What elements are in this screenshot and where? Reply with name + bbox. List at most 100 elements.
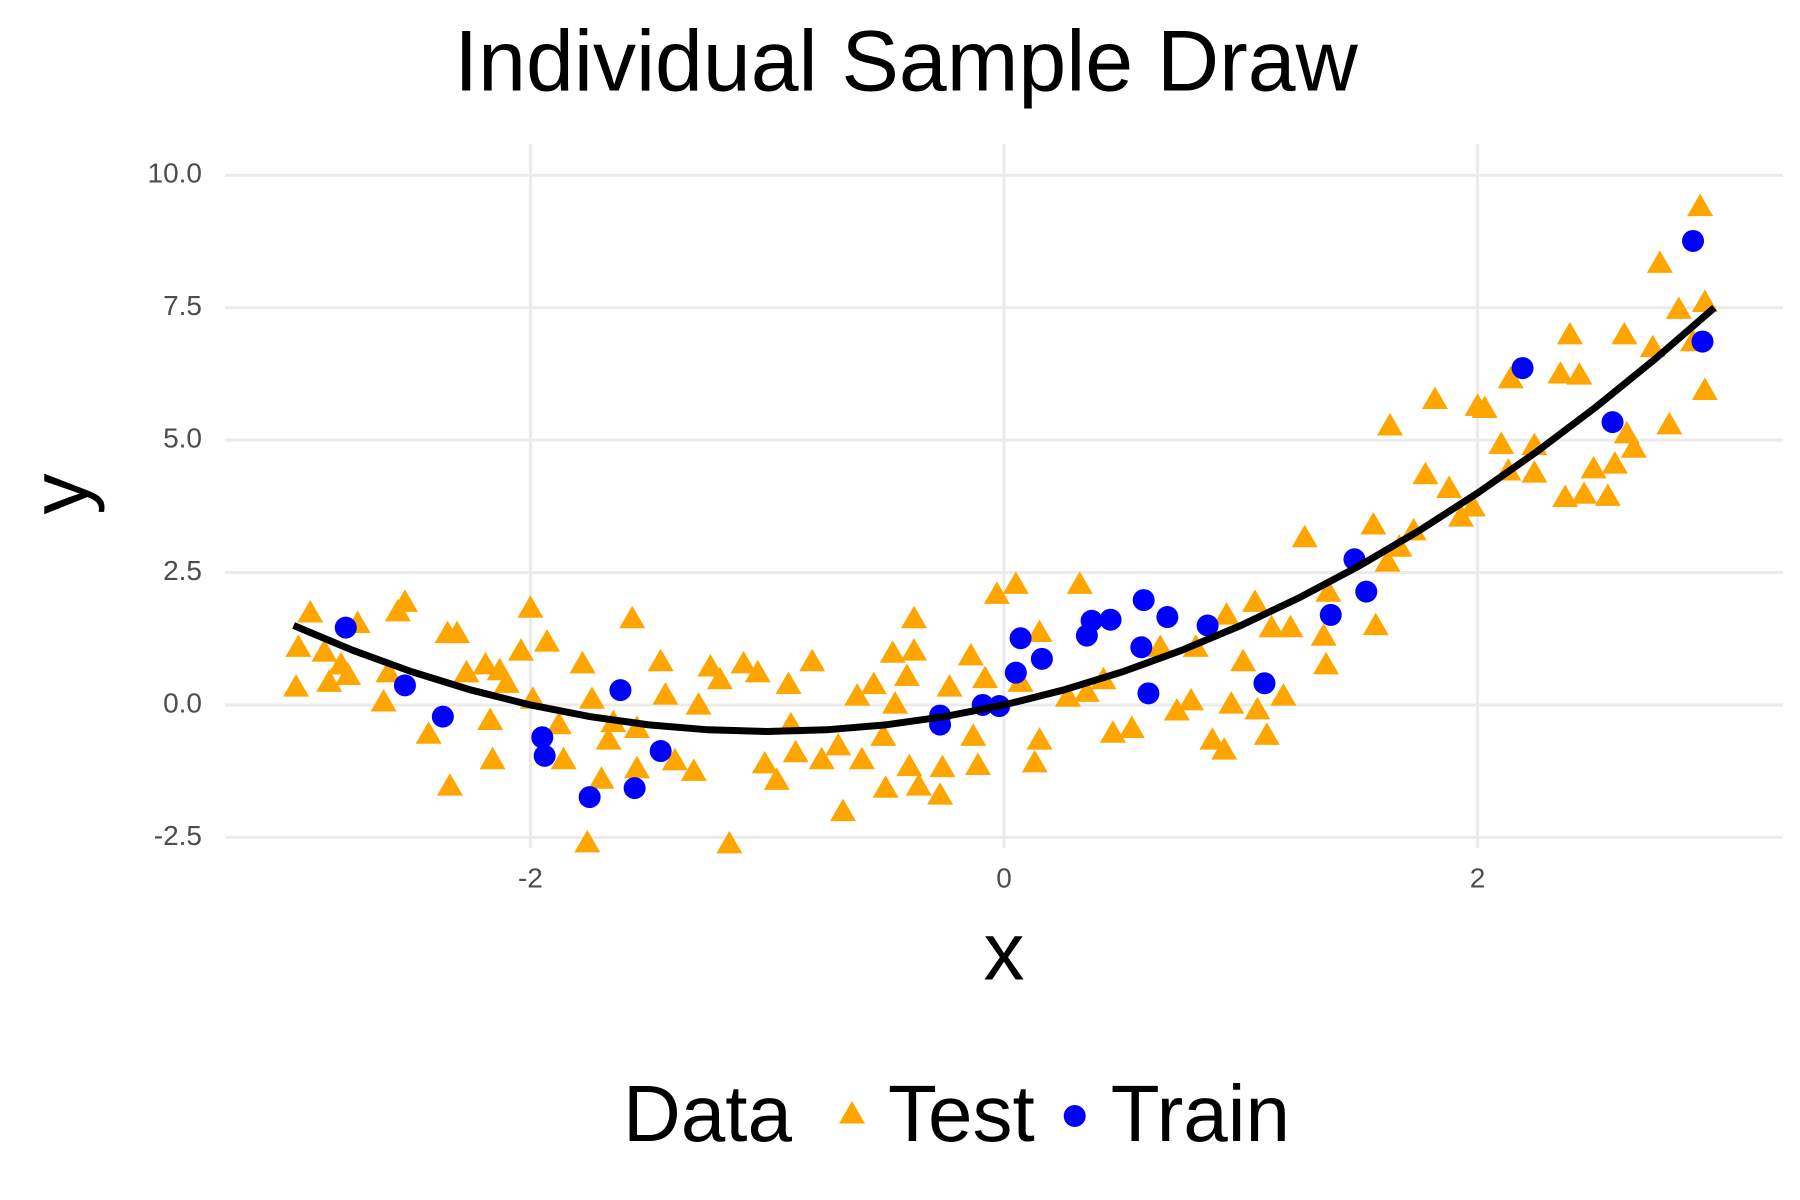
test-point [316,669,343,692]
test-point [1362,612,1389,636]
test-point [375,659,402,683]
test-point [1459,494,1486,517]
grid: -2.5 0.0 2.5 5.0 7.5 10.0 -2 0 2 [148,144,1783,893]
test-point [1241,589,1268,612]
chart-title: Individual Sample Draw [454,14,1358,110]
train-point [1030,647,1053,670]
legend-label: Train [1111,1069,1290,1158]
test-point [623,755,650,779]
test-point [436,773,463,796]
test-point [848,746,875,770]
test-point [706,666,733,690]
test-point [1163,697,1190,721]
test-point [647,648,674,672]
test-point [782,739,809,763]
test-point [579,686,606,709]
y-tick-label: 2.5 [163,555,202,586]
y-tick-label: 10.0 [148,158,203,189]
test-point [1691,377,1718,400]
train-point [393,674,416,697]
test-point [1002,571,1029,594]
test-point [1218,691,1245,714]
test-point [1291,524,1318,548]
test-point [1026,619,1053,643]
train-point [1156,606,1179,629]
test-point [569,650,596,674]
test-point [860,671,887,694]
train-point [531,726,554,749]
x-tick-label: -2 [518,862,543,893]
test-point [879,640,906,663]
test-point [680,758,707,781]
test-point [1213,602,1240,625]
test-point [799,648,826,672]
test-point [595,727,622,750]
test-point [1620,435,1647,458]
test-point [311,639,338,662]
legend-marker [838,1101,865,1124]
test-point [444,620,471,644]
test-point [716,830,743,854]
train-point [1682,229,1705,252]
train-point [578,786,601,809]
train-point [1253,672,1276,695]
train-point [1130,636,1153,659]
test-point [685,692,712,715]
train-point [623,777,646,800]
fit-line [292,305,1717,735]
test-point [1547,361,1574,384]
test-point [1687,193,1714,217]
train-point [431,705,454,728]
test-point [1073,679,1100,702]
test-point [297,599,324,623]
test-point [415,721,442,744]
test-point [960,723,987,746]
y-tick-label: 7.5 [163,290,202,321]
test-point [283,674,310,697]
test-point [1313,651,1340,675]
test-point [825,732,852,756]
test-point [1421,386,1448,409]
test-point [335,662,362,685]
train-point [1132,589,1155,612]
test-point [929,754,956,778]
test-point [1099,720,1126,743]
train-point [1080,609,1103,632]
test-point [1521,460,1548,483]
test-point [1310,623,1337,646]
test-point [730,650,757,674]
y-tick-label: -2.5 [154,820,202,851]
test-point [1412,461,1439,485]
test-point [829,798,856,822]
test-point [588,766,615,789]
train-point [1355,580,1378,603]
test-point [574,829,601,853]
plot-area [283,193,1718,854]
test-point [661,747,688,771]
test-point [1021,749,1048,773]
test-point [844,683,871,706]
test-point [775,671,802,694]
legend-title: Data [623,1069,792,1158]
test-point [550,746,577,770]
test-point [964,752,991,776]
test-point [1118,715,1145,738]
test-point [983,581,1010,604]
train-point [533,744,556,767]
test-point [472,651,499,675]
test-point [493,670,520,693]
test-point [882,691,909,714]
x-axis-title: x [984,907,1025,998]
test-point [905,773,932,796]
train-point [649,740,672,763]
train-point [1099,608,1122,631]
test-point [1199,727,1226,750]
test-point [1556,321,1583,345]
train-point [1196,614,1219,637]
test-point [1471,395,1498,418]
test-point [370,688,397,712]
test-point [507,638,534,661]
test-point [1566,362,1593,385]
test-point [1178,687,1205,711]
